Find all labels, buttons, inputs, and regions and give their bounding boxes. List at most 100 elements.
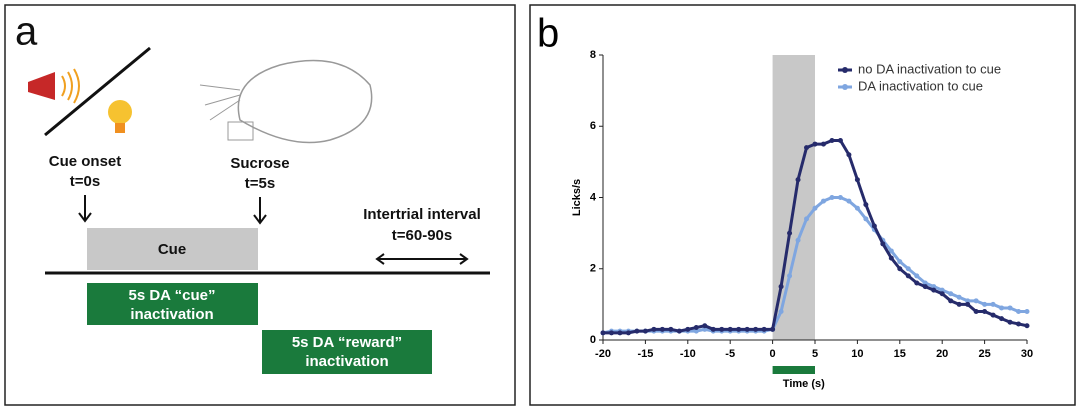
point bbox=[1007, 319, 1013, 325]
point bbox=[982, 301, 988, 307]
panel-label: b bbox=[537, 12, 559, 56]
point bbox=[990, 312, 996, 318]
point bbox=[837, 195, 843, 200]
point bbox=[744, 326, 750, 332]
reward-inactivation-text: 5s DA “reward” bbox=[292, 334, 402, 351]
point bbox=[804, 145, 810, 151]
point bbox=[625, 330, 631, 336]
intertrial: Intertrial interval bbox=[363, 206, 481, 223]
point bbox=[600, 330, 606, 336]
point bbox=[965, 301, 971, 307]
legend-marker bbox=[842, 84, 848, 90]
panel-label: a bbox=[15, 10, 38, 54]
point bbox=[863, 216, 869, 222]
bulb bbox=[108, 100, 132, 124]
point bbox=[922, 280, 928, 286]
iti-arrow bbox=[375, 253, 469, 265]
legend-marker bbox=[842, 67, 848, 73]
cue-box bbox=[87, 228, 258, 270]
point bbox=[948, 298, 954, 304]
point bbox=[710, 326, 716, 332]
point bbox=[727, 326, 733, 332]
point bbox=[965, 298, 971, 304]
point bbox=[1024, 323, 1030, 329]
x-tick-label: 0 bbox=[770, 348, 776, 360]
point bbox=[863, 202, 869, 208]
point bbox=[999, 305, 1005, 311]
sucrose: Sucrose bbox=[230, 155, 289, 172]
point bbox=[973, 309, 979, 314]
x-tick-label: 5 bbox=[812, 348, 818, 360]
reward-inactivation bbox=[262, 330, 432, 374]
point bbox=[685, 326, 691, 332]
point bbox=[659, 326, 665, 332]
x-tick-label: 25 bbox=[978, 348, 990, 360]
cue-label: Cue bbox=[158, 241, 186, 258]
point bbox=[897, 259, 903, 265]
x-tick-label: -10 bbox=[680, 348, 696, 360]
sound-waves bbox=[61, 68, 80, 104]
point bbox=[1024, 309, 1030, 314]
megaphone bbox=[28, 72, 55, 100]
cue-inactivation-text: 5s DA “cue” bbox=[129, 287, 216, 304]
y-tick-label: 6 bbox=[590, 120, 596, 132]
point bbox=[1016, 309, 1022, 314]
sucrose-cup bbox=[227, 121, 254, 141]
point bbox=[787, 230, 793, 236]
point bbox=[1007, 305, 1013, 311]
point bbox=[939, 287, 945, 293]
panel-b-frame bbox=[529, 4, 1076, 406]
bulb-base bbox=[115, 123, 125, 133]
point bbox=[897, 266, 903, 272]
point bbox=[846, 152, 852, 158]
point bbox=[702, 326, 708, 332]
point bbox=[905, 273, 911, 279]
x-tick-label: -20 bbox=[595, 348, 611, 360]
legend-label: no DA inactivation to cue bbox=[858, 61, 1001, 76]
point bbox=[795, 177, 801, 183]
point bbox=[812, 205, 818, 211]
point bbox=[956, 294, 962, 300]
point bbox=[778, 309, 784, 314]
point bbox=[668, 326, 674, 332]
x-axis-label: Time (s) bbox=[783, 378, 825, 390]
point bbox=[880, 241, 886, 247]
arrows bbox=[78, 195, 267, 225]
point bbox=[888, 248, 894, 254]
point bbox=[634, 328, 640, 334]
point bbox=[1016, 321, 1022, 327]
y-axis-label: Licks/s bbox=[571, 179, 583, 216]
point bbox=[846, 198, 852, 204]
whiskers bbox=[199, 84, 241, 121]
x-tick-label: 15 bbox=[894, 348, 906, 360]
point bbox=[854, 205, 860, 211]
point bbox=[914, 280, 920, 286]
panel-a: a Cue onset t=0s Sucrose t=5s Intertrial… bbox=[15, 10, 490, 374]
point bbox=[871, 223, 877, 229]
point bbox=[990, 301, 996, 307]
sucrose-time: t=5s bbox=[245, 175, 275, 192]
point bbox=[753, 326, 759, 332]
point bbox=[999, 316, 1005, 322]
intertrial-time: t=60-90s bbox=[392, 227, 452, 244]
point bbox=[922, 284, 928, 290]
cue-inactivation bbox=[87, 283, 258, 325]
y-tick-label: 4 bbox=[590, 191, 597, 203]
point bbox=[778, 284, 784, 290]
point bbox=[973, 298, 979, 304]
point bbox=[820, 141, 826, 147]
reward-inactivation-text: inactivation bbox=[305, 353, 388, 370]
divider bbox=[44, 46, 151, 137]
point bbox=[948, 291, 954, 297]
point bbox=[982, 309, 988, 314]
panel-a-frame bbox=[4, 4, 516, 406]
cue-onset: Cue onset bbox=[49, 153, 122, 170]
point bbox=[956, 301, 962, 307]
point bbox=[736, 326, 742, 332]
cue-inactivation-text: inactivation bbox=[130, 306, 213, 323]
mouse bbox=[237, 59, 373, 144]
y-tick-label: 0 bbox=[590, 334, 596, 346]
point bbox=[829, 138, 835, 143]
point bbox=[820, 198, 826, 204]
